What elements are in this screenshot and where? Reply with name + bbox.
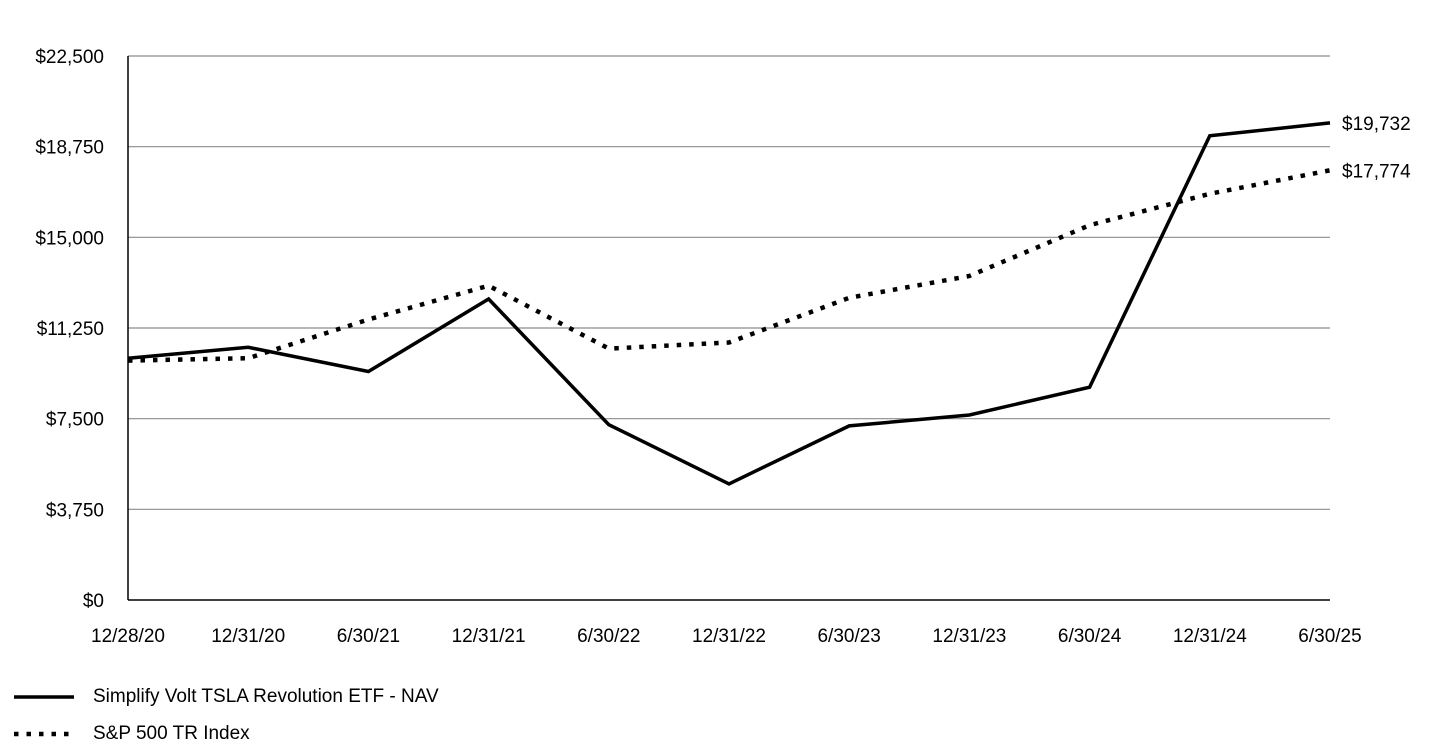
x-tick-label: 6/30/25 — [1298, 626, 1361, 647]
legend-item-fund: Simplify Volt TSLA Revolution ETF - NAV — [14, 678, 439, 715]
y-tick-label: $22,500 — [35, 47, 104, 68]
x-tick-label: 12/31/22 — [692, 626, 766, 647]
end-label-fund: $19,732 — [1342, 114, 1411, 135]
chart: $0 $3,750 $7,500 $11,250 $15,000 $18,750 $22,5… — [35, 47, 1411, 647]
y-tick-label: $0 — [83, 591, 104, 612]
x-tick-label: 12/31/21 — [452, 626, 526, 647]
legend-label-index: S&P 500 TR Index — [93, 722, 250, 744]
series-lines — [127, 121, 1331, 486]
legend-dotted-line-icon — [14, 731, 74, 736]
axes — [127, 56, 1330, 601]
x-tick-label: 6/30/21 — [337, 626, 400, 647]
y-tick-label: $3,750 — [46, 500, 104, 521]
y-tick-label: $11,250 — [37, 319, 104, 340]
y-tick-label: $7,500 — [46, 410, 104, 431]
x-tick-label: 6/30/23 — [817, 626, 880, 647]
legend-label-fund: Simplify Volt TSLA Revolution ETF - NAV — [93, 685, 439, 707]
x-tick-label: 6/30/22 — [577, 626, 640, 647]
x-tick-label: 6/30/24 — [1058, 626, 1122, 647]
y-tick-label: $18,750 — [35, 138, 104, 159]
series-line-fund — [127, 121, 1331, 486]
end-label-index: $17,774 — [1342, 161, 1411, 182]
x-tick-label: 12/31/24 — [1173, 626, 1247, 647]
x-tick-labels: 12/28/20 12/31/20 6/30/21 12/31/21 6/30/22 12… — [91, 626, 1362, 647]
x-tick-label: 12/31/23 — [932, 626, 1006, 647]
y-tick-labels: $0 $3,750 $7,500 $11,250 $15,000 $18,750 $22,5… — [35, 47, 104, 612]
series-line-index — [127, 168, 1331, 363]
x-tick-label: 12/31/20 — [211, 626, 285, 647]
grid-lines — [128, 55, 1330, 510]
legend: Simplify Volt TSLA Revolution ETF - NAV … — [14, 678, 439, 752]
legend-solid-line-icon — [14, 694, 74, 699]
y-tick-label: $15,000 — [35, 228, 104, 249]
x-tick-label: 12/28/20 — [91, 626, 165, 647]
legend-item-index: S&P 500 TR Index — [14, 715, 439, 752]
end-value-labels: $19,732 $17,774 — [1342, 114, 1411, 182]
